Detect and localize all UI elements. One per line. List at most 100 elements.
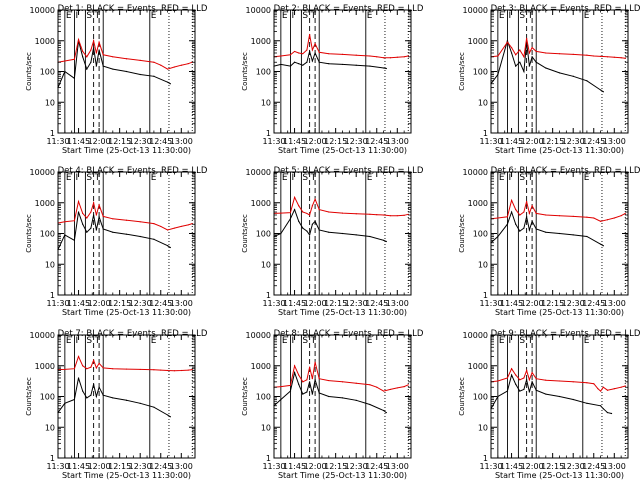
data-point xyxy=(64,60,66,62)
data-point xyxy=(293,61,296,63)
data-point xyxy=(602,91,604,93)
data-point xyxy=(102,367,104,369)
data-point xyxy=(293,208,296,211)
data-point xyxy=(600,220,602,222)
data-point xyxy=(545,67,547,69)
data-point xyxy=(531,205,533,207)
y-tick-label: 10 xyxy=(45,423,55,432)
data-point xyxy=(385,240,387,243)
data-point xyxy=(86,368,88,370)
data-point xyxy=(403,214,405,216)
data-point xyxy=(95,65,97,67)
data-point xyxy=(600,55,602,57)
data-point xyxy=(289,218,292,220)
data-point xyxy=(531,46,533,49)
data-point xyxy=(311,393,313,395)
x-tick-label: 12:15 xyxy=(108,299,131,308)
data-point xyxy=(535,61,537,63)
y-tick-label: 1000 xyxy=(35,362,55,371)
data-point xyxy=(318,229,320,231)
data-point xyxy=(98,216,100,218)
data-point xyxy=(86,217,88,219)
data-point xyxy=(318,378,320,380)
interval-marker-label: E xyxy=(584,173,590,183)
y-tick-label: 100 xyxy=(473,393,488,402)
data-point xyxy=(572,75,574,77)
y-tick-label: 10 xyxy=(261,98,271,107)
data-point xyxy=(102,394,104,396)
data-point xyxy=(309,33,311,36)
data-point xyxy=(98,386,100,388)
x-tick-label: 12:15 xyxy=(324,299,347,308)
data-point xyxy=(153,222,155,225)
data-point xyxy=(535,50,537,53)
data-point xyxy=(169,83,171,85)
data-point xyxy=(369,403,371,406)
x-axis-label: Start Time (25-Oct-13 11:30:00) xyxy=(278,471,407,480)
data-point xyxy=(82,212,84,215)
data-point xyxy=(93,40,95,42)
data-point xyxy=(311,378,313,380)
data-point xyxy=(311,49,313,51)
data-point xyxy=(77,200,80,203)
data-point xyxy=(298,205,300,207)
data-point xyxy=(90,366,92,368)
data-point xyxy=(280,55,282,57)
data-point xyxy=(280,232,282,235)
panel-title: Det 9: BLACK = Events, RED = LLD xyxy=(491,329,640,339)
y-tick-label: 10 xyxy=(45,260,55,269)
data-point xyxy=(90,211,92,213)
data-point xyxy=(572,53,574,55)
data-point xyxy=(535,389,537,391)
data-point xyxy=(341,63,344,66)
data-point xyxy=(535,212,537,215)
data-point xyxy=(298,383,300,385)
data-point xyxy=(600,89,602,91)
data-point xyxy=(355,382,357,384)
data-point xyxy=(606,56,609,58)
data-point xyxy=(497,55,499,57)
data-point xyxy=(125,368,128,370)
data-point xyxy=(506,41,509,43)
data-point xyxy=(77,355,80,358)
data-point xyxy=(558,53,561,55)
series-line-lld xyxy=(273,195,409,217)
data-point xyxy=(515,223,517,225)
interval-marker-label: I xyxy=(75,11,78,21)
y-tick-label: 100 xyxy=(40,393,55,402)
data-point xyxy=(355,213,357,215)
data-point xyxy=(309,234,311,236)
data-point xyxy=(73,58,76,60)
data-point xyxy=(280,63,282,66)
data-point xyxy=(314,198,316,200)
data-point xyxy=(572,234,574,236)
data-point xyxy=(341,232,344,235)
x-axis-label: Start Time (25-Oct-13 11:30:00) xyxy=(62,471,191,480)
data-point xyxy=(77,211,80,213)
interval-marker-label: E xyxy=(66,11,72,21)
x-tick-label: 13:00 xyxy=(170,299,193,308)
data-point xyxy=(497,217,499,219)
data-point xyxy=(558,215,561,217)
interval-marker-label: S xyxy=(519,173,525,183)
x-tick-label: 13:00 xyxy=(386,462,409,471)
interval-marker-label: E xyxy=(66,336,72,346)
data-point xyxy=(82,365,84,367)
data-point xyxy=(306,61,308,63)
y-tick-label: 10000 xyxy=(246,168,271,177)
data-point xyxy=(280,212,282,214)
data-point xyxy=(167,414,169,416)
data-point xyxy=(139,59,141,61)
y-axis-label: Counts/sec xyxy=(241,214,249,253)
data-point xyxy=(167,81,169,83)
data-point xyxy=(586,235,588,238)
data-point xyxy=(593,383,595,385)
x-tick-label: 11:45 xyxy=(67,137,90,146)
panel-title: Det 6: BLACK = Events, RED = LLD xyxy=(491,166,640,176)
data-point xyxy=(389,57,392,59)
data-point xyxy=(187,369,189,371)
interval-marker-label: E xyxy=(499,336,505,346)
data-point xyxy=(73,77,76,79)
data-point xyxy=(523,56,525,58)
data-point xyxy=(125,58,128,60)
